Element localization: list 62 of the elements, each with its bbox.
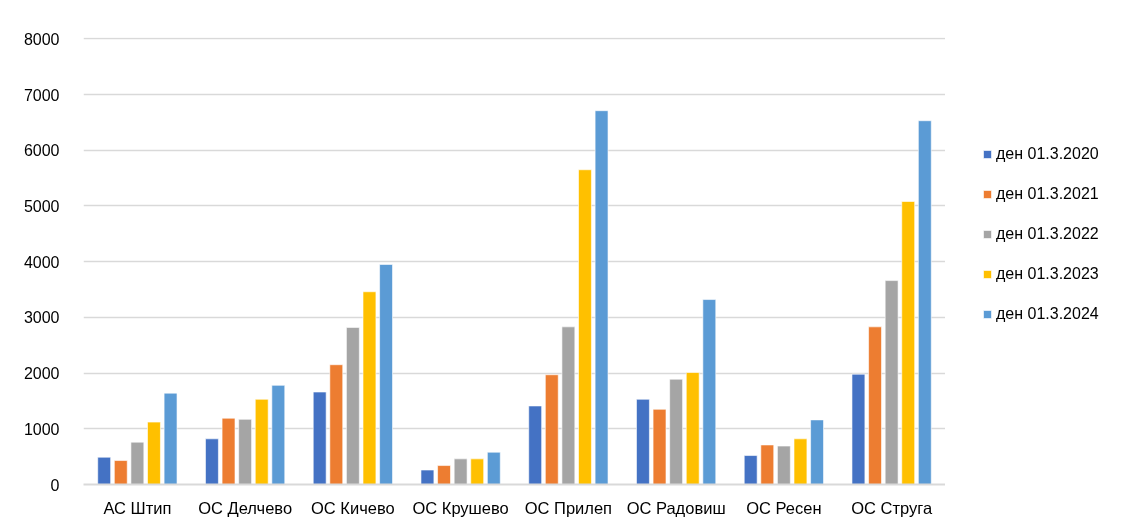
x-tick-label: ОС Делчево <box>198 498 293 517</box>
bar <box>868 326 882 485</box>
bar <box>329 364 344 485</box>
bar <box>114 460 128 485</box>
y-tick-label: 5000 <box>23 197 60 215</box>
bar <box>851 373 866 485</box>
bar <box>97 456 111 485</box>
y-tick-label: 7000 <box>23 86 60 104</box>
bar <box>420 469 435 485</box>
bar <box>901 201 915 485</box>
bar <box>702 299 717 485</box>
bar <box>561 326 576 485</box>
bar <box>205 438 219 485</box>
bar <box>545 374 559 485</box>
bar <box>379 264 393 485</box>
legend-label: ден 01.3.2022 <box>996 224 1099 244</box>
bar <box>685 372 700 485</box>
y-tick-label: 1000 <box>23 420 60 438</box>
legend-label: ден 01.3.2024 <box>996 304 1099 324</box>
bar <box>884 280 899 485</box>
x-tick-label: ОС Струга <box>851 498 933 517</box>
bar <box>810 419 824 485</box>
y-tick-label: 0 <box>50 476 60 494</box>
bar <box>487 451 501 485</box>
bar <box>130 441 145 485</box>
legend-label: ден 01.3.2021 <box>996 184 1099 204</box>
bar <box>312 391 327 485</box>
y-tick-label: 4000 <box>23 253 60 271</box>
bar <box>271 385 286 485</box>
x-tick-label: ОС Радовиш <box>626 498 726 517</box>
bar <box>578 169 592 485</box>
y-tick-label: 3000 <box>23 309 60 327</box>
bar <box>793 438 808 485</box>
bar <box>743 455 758 485</box>
bar <box>594 110 609 485</box>
legend-label: ден 01.3.2023 <box>996 264 1099 284</box>
bar <box>918 120 932 485</box>
bar <box>437 465 451 485</box>
y-tick-label: 8000 <box>23 30 60 48</box>
bar <box>636 398 650 485</box>
bar <box>163 392 178 485</box>
x-tick-label: ОС Крушево <box>412 498 509 517</box>
bar <box>147 421 161 485</box>
x-tick-label: ОС Ресен <box>746 498 822 517</box>
bar <box>760 444 775 485</box>
x-tick-label: АС Штип <box>103 498 172 517</box>
y-tick-label: 6000 <box>23 142 60 160</box>
bar <box>528 405 542 485</box>
bar <box>362 291 377 485</box>
bar <box>777 445 791 485</box>
bar <box>346 327 360 485</box>
bar <box>669 378 683 485</box>
bar <box>238 419 252 485</box>
bar <box>254 398 269 485</box>
bar <box>652 408 667 485</box>
y-tick-label: 2000 <box>23 365 60 383</box>
legend-label: ден 01.3.2020 <box>996 144 1099 164</box>
bar <box>453 458 468 485</box>
x-tick-label: ОС Кичево <box>311 498 395 517</box>
bar <box>221 417 236 485</box>
x-tick-label: ОС Прилеп <box>524 498 613 517</box>
bar <box>470 458 484 485</box>
